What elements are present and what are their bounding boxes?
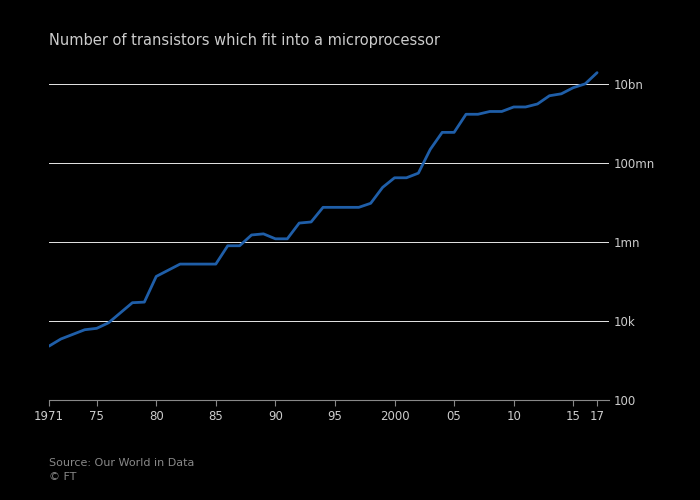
Text: Source: Our World in Data: Source: Our World in Data (49, 458, 195, 468)
Text: Number of transistors which fit into a microprocessor: Number of transistors which fit into a m… (49, 32, 440, 48)
Text: © FT: © FT (49, 472, 76, 482)
